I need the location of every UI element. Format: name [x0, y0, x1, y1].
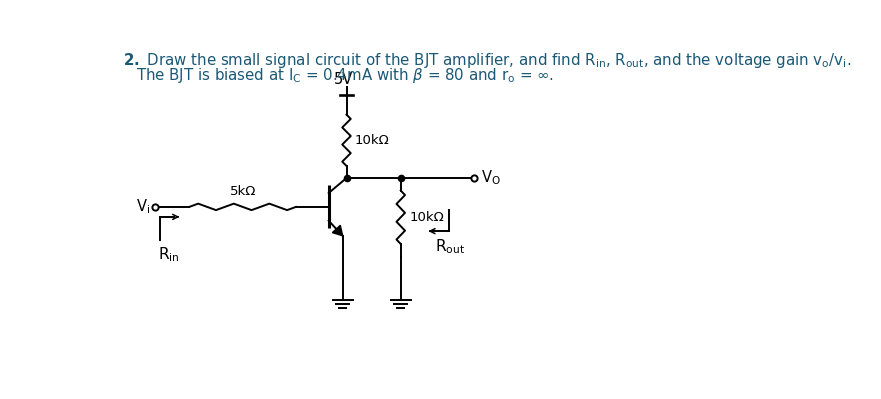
Text: R$_\mathregular{out}$: R$_\mathregular{out}$ [435, 237, 465, 256]
Text: 5kΩ: 5kΩ [229, 186, 255, 198]
Text: 5V: 5V [334, 72, 353, 87]
Text: $\mathbf{2.}$ Draw the small signal circuit of the BJT amplifier, and find R$_{\: $\mathbf{2.}$ Draw the small signal circ… [122, 51, 851, 71]
Text: V$_\mathregular{O}$: V$_\mathregular{O}$ [480, 169, 500, 188]
Text: 10kΩ: 10kΩ [355, 134, 389, 147]
Polygon shape [332, 225, 343, 236]
Text: V$_\mathregular{i}$: V$_\mathregular{i}$ [136, 198, 150, 216]
Text: 10kΩ: 10kΩ [410, 211, 444, 224]
Text: R$_\mathregular{in}$: R$_\mathregular{in}$ [159, 245, 180, 264]
Text: The BJT is biased at I$_{\mathrm{C}}$ = 0.4mA with $\beta$ = 80 and r$_{\mathrm{: The BJT is biased at I$_{\mathrm{C}}$ = … [137, 66, 555, 85]
